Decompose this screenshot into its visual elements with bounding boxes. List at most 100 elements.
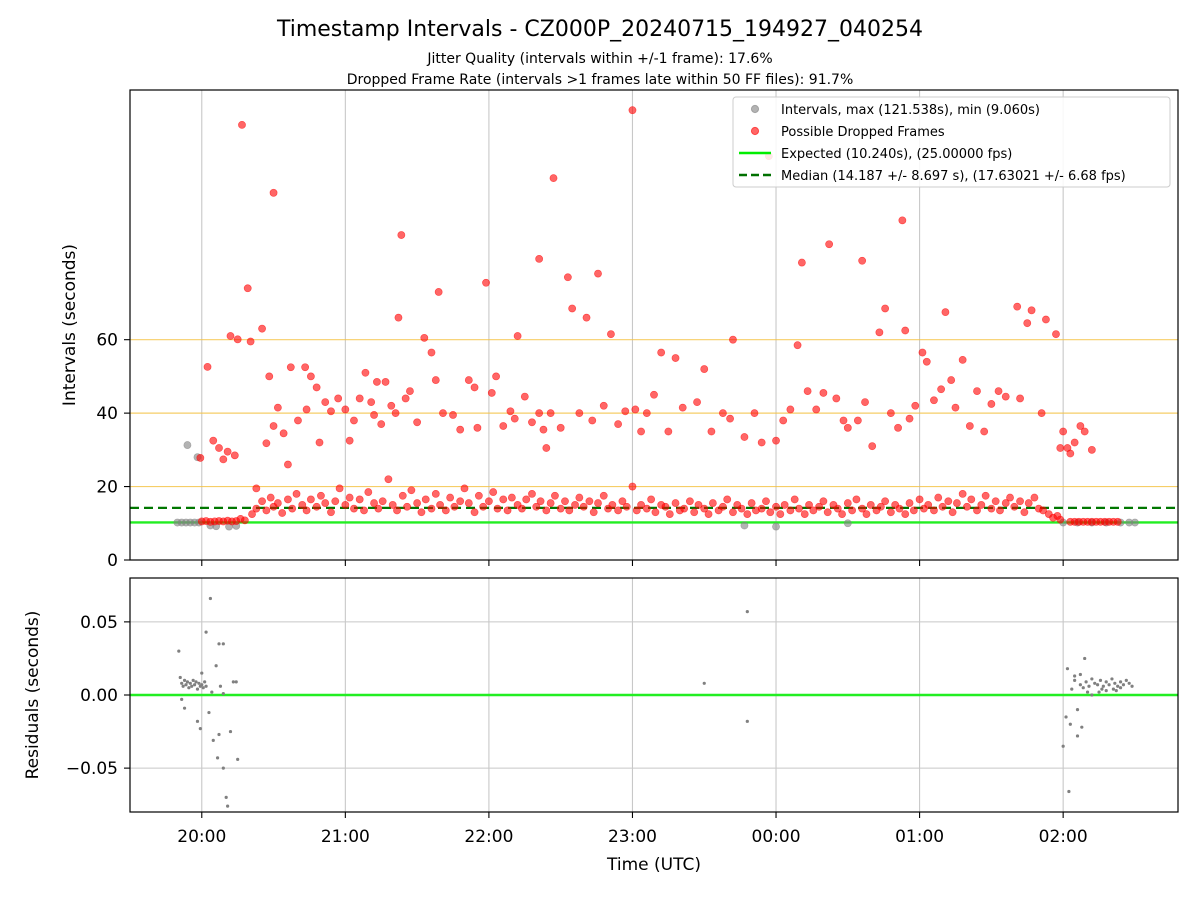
legend: Intervals, max (121.538s), min (9.060s) P… (732, 96, 1171, 188)
residual-point (1073, 674, 1077, 678)
residual-point (221, 766, 225, 770)
dropped-frame-point (671, 499, 680, 507)
dropped-frame-point (805, 501, 813, 509)
chart-title: Timestamp Intervals - CZ000P_20240715_19… (276, 17, 923, 42)
dropped-frame-point (953, 499, 961, 507)
residual-point (208, 596, 212, 601)
dropped-frame-point (876, 502, 885, 511)
dropped-frame-point (800, 510, 809, 519)
dropped-frame-point (614, 420, 623, 429)
dropped-frame-point (571, 501, 579, 509)
dropped-frame-point (642, 504, 651, 513)
legend-entry-label: Intervals, max (121.538s), min (9.060s) (781, 103, 1040, 118)
dropped-frame-point (456, 497, 465, 506)
dropped-frame-point (341, 501, 350, 509)
dropped-frame-point (355, 394, 364, 403)
dropped-frame-point (279, 429, 288, 438)
residual-point (200, 671, 204, 675)
dropped-frame-point (473, 423, 482, 432)
residual-point (1113, 681, 1117, 685)
dropped-frame-point (839, 416, 848, 425)
dropped-frame-point (729, 335, 737, 344)
dropped-frame-point (853, 416, 862, 425)
dropped-frame-point (631, 405, 640, 414)
residuals-y-tick-label: 0.00 (80, 686, 118, 706)
dropped-frame-point (685, 497, 694, 506)
dropped-frame-point (549, 174, 558, 183)
dropped-frame-point (510, 414, 519, 423)
dropped-frame-point (1037, 409, 1046, 418)
dropped-frame-point (1001, 392, 1010, 401)
dropped-frame-point (922, 357, 931, 366)
residual-point (745, 719, 749, 723)
dropped-frame-point (832, 394, 841, 403)
residual-point (217, 642, 221, 646)
residual-point (218, 684, 223, 688)
residual-point (1078, 672, 1082, 677)
residual-point (180, 681, 184, 685)
dropped-frame-point (520, 392, 529, 401)
dropped-frame-point (1042, 315, 1050, 324)
dropped-frame-point (246, 337, 255, 346)
dropped-frame-point (987, 400, 996, 408)
residual-point (1075, 734, 1080, 738)
residual-point (215, 756, 220, 760)
residual-point (1078, 683, 1082, 687)
dropped-frame-point (238, 120, 246, 129)
dropped-frame-point (809, 506, 818, 515)
residual-point (187, 686, 191, 690)
dropped-frame-point (886, 409, 895, 418)
dropped-frame-point (1056, 515, 1065, 524)
dropped-frame-point (286, 363, 295, 372)
dropped-frame-point (823, 508, 832, 517)
dropped-frame-point (614, 506, 623, 515)
dropped-frame-point (848, 506, 857, 515)
dropped-frame-point (786, 506, 795, 515)
dropped-frame-point (243, 284, 252, 293)
residual-point (1127, 681, 1131, 685)
dropped-frame-point (1063, 444, 1072, 452)
residual-point (210, 690, 214, 694)
dropped-frame-point (196, 454, 205, 462)
residual-point (1130, 684, 1134, 688)
residuals-plot: −0.05 0.00 0.05 20:00 21:00 22:00 23:00 00:00 01… (23, 577, 1179, 875)
chart-subtitle-dropped: Dropped Frame Rate (intervals >1 frames … (347, 72, 854, 88)
residual-point (1070, 687, 1074, 691)
dropped-frame-point (312, 383, 321, 392)
residual-point (226, 804, 230, 808)
residual-point (178, 675, 182, 680)
dropped-frame-point (743, 510, 752, 519)
dropped-frame-point (334, 394, 343, 403)
dropped-frame-point (651, 508, 660, 517)
dropped-frame-point (413, 418, 422, 427)
dropped-frame-point (905, 499, 914, 507)
dropped-frame-point (387, 401, 396, 410)
residual-point (214, 664, 218, 668)
residual-point (1081, 686, 1085, 690)
dropped-frame-point (776, 510, 785, 519)
residual-point (185, 680, 190, 684)
dropped-frame-point (262, 439, 271, 448)
residual-point (1098, 678, 1103, 682)
residual-point (1068, 722, 1072, 726)
intervals-y-tick-label: 0 (107, 551, 118, 571)
dropped-frame-point (269, 188, 278, 197)
dropped-frame-point (938, 502, 947, 511)
dropped-frame-point (420, 333, 429, 342)
dropped-frame-point (858, 256, 867, 265)
dropped-frame-point (772, 502, 780, 511)
residual-point (1067, 789, 1071, 794)
residual-point (224, 795, 228, 799)
intervals-plot-frame (129, 89, 1179, 561)
dropped-frame-point (539, 425, 548, 434)
dropped-frame-point (492, 372, 500, 381)
dropped-frame-point (671, 354, 680, 362)
dropped-frame-point (284, 495, 292, 504)
dropped-frame-point (345, 493, 354, 502)
dropped-frame-point (536, 497, 545, 506)
dropped-frame-point (747, 499, 756, 507)
residual-point (1087, 684, 1091, 688)
dropped-frame-point (373, 378, 381, 386)
